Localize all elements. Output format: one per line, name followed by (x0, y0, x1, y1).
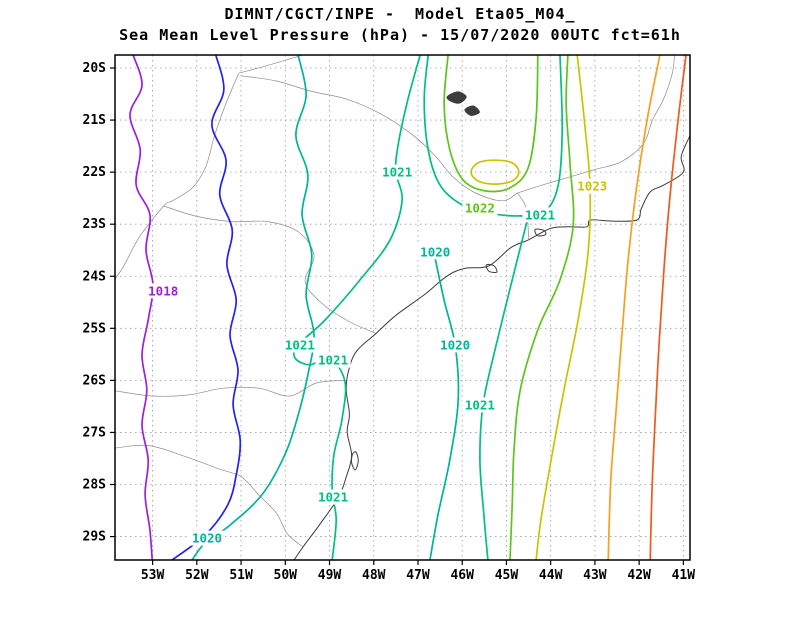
chart-title-line2: Sea Mean Level Pressure (hPa) - 15/07/20… (119, 26, 681, 44)
contour-label-1020: 1020 (420, 244, 450, 259)
isobar-1022 (509, 55, 575, 560)
contour-label-1021: 1021 (318, 353, 348, 368)
x-tick-label: 42W (627, 568, 651, 583)
plot-frame (114, 54, 691, 561)
x-tick-label: 50W (274, 568, 298, 583)
x-tick-label: 44W (539, 568, 563, 583)
isobar-1019 (171, 55, 242, 560)
isobar-1018 (129, 55, 154, 560)
isobar-1025 (649, 55, 687, 560)
contour-label-mask (189, 530, 225, 546)
isobar-1023 (470, 159, 520, 185)
contour-label-mask (462, 397, 498, 413)
x-tick-label: 51W (229, 568, 253, 583)
grid-lines (115, 55, 690, 560)
y-tick-label: 23S (83, 217, 107, 232)
contour-label-mask (315, 352, 351, 368)
x-tick-label: 43W (583, 568, 607, 583)
axis-labels: 53W 52W 51W 50W 49W 48W 47W 46W 45W 44W 43W 42W 41W 2… (83, 61, 696, 583)
contour-label-1021: 1021 (285, 337, 315, 352)
contour-label-1022: 1022 (465, 201, 495, 216)
x-tick-label: 48W (362, 568, 386, 583)
y-tick-label: 21S (83, 113, 107, 128)
y-tick-label: 28S (83, 478, 107, 493)
contour-label-1020: 1020 (440, 337, 470, 352)
contour-label-mask (574, 178, 610, 194)
contour-label-mask (315, 489, 351, 505)
contour-label-1021: 1021 (465, 397, 495, 412)
contour-label-1018: 1018 (148, 283, 178, 298)
contour-label-1021: 1021 (525, 207, 555, 222)
contour-label-1021: 1021 (382, 165, 412, 180)
y-tick-label: 27S (83, 425, 107, 440)
y-tick-label: 20S (83, 61, 107, 76)
contour-label-1021: 1021 (318, 490, 348, 505)
y-tick-label: 29S (83, 530, 107, 545)
lakes (446, 91, 480, 116)
contour-label-mask (522, 207, 558, 223)
isobar-1024 (607, 55, 661, 560)
isobar-1020 (191, 55, 315, 560)
contour-label-1023: 1023 (577, 179, 607, 194)
contour-label-mask (379, 164, 415, 180)
y-tick-label: 26S (83, 373, 107, 388)
contour-label-mask (437, 337, 473, 353)
x-tick-label: 49W (318, 568, 342, 583)
contour-label-mask (462, 200, 498, 216)
isobar-1020 (429, 247, 460, 560)
y-tick-label: 25S (83, 321, 107, 336)
coastline (293, 135, 690, 560)
contour-labels: 1018102010211021102110211021102210231021… (145, 164, 610, 546)
contour-label-mask (417, 244, 453, 260)
x-tick-label: 46W (450, 568, 474, 583)
isobar-1023 (535, 55, 592, 560)
x-tick-label: 52W (185, 568, 209, 583)
x-tick-label: 41W (672, 568, 696, 583)
x-tick-label: 45W (495, 568, 519, 583)
x-tick-label: 53W (141, 568, 165, 583)
x-tick-label: 47W (406, 568, 430, 583)
y-tick-label: 24S (83, 269, 107, 284)
map-layers: 1018102010211021102110211021102210231021… (115, 55, 690, 560)
contour-label-mask (282, 337, 318, 353)
y-tick-label: 22S (83, 165, 107, 180)
contour-label-1020: 1020 (192, 531, 222, 546)
isobar-1022 (443, 55, 539, 193)
contour-label-mask (145, 283, 181, 299)
chart-title-line1: DIMNT/CGCT/INPE - Model Eta05_M04_ (224, 5, 576, 23)
contour-lines (129, 55, 687, 560)
state-borders (115, 55, 675, 548)
